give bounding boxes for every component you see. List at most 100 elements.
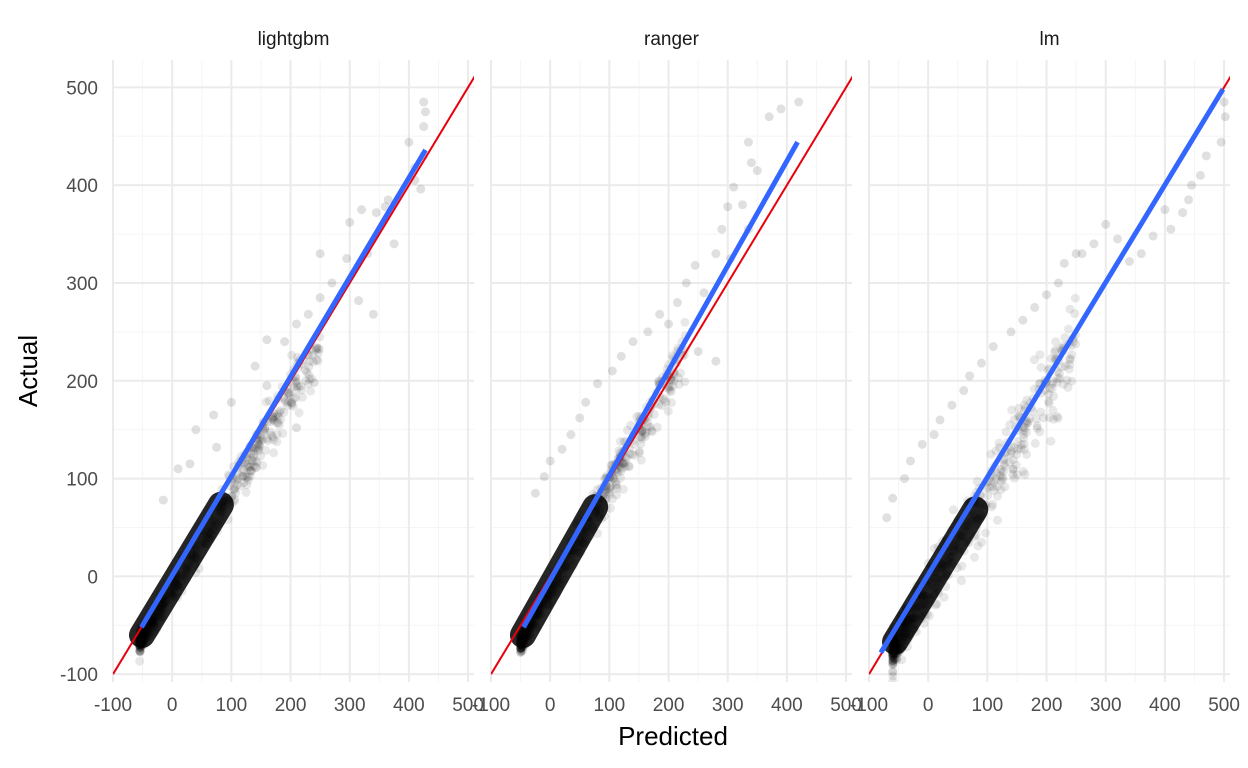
data-point: [1007, 405, 1017, 415]
data-point: [1053, 374, 1063, 384]
outlier-points: [882, 97, 1230, 523]
data-point: [301, 376, 311, 386]
data-point: [242, 480, 252, 490]
x-tick-label: 100: [594, 695, 626, 716]
data-point: [248, 456, 258, 466]
data-point: [1008, 469, 1018, 479]
data-point: [291, 378, 301, 388]
outlier-points: [158, 97, 430, 505]
data-point: [261, 397, 271, 407]
data-point: [965, 371, 975, 381]
data-point: [626, 420, 635, 430]
data-point: [634, 448, 644, 458]
data-point: [1021, 427, 1031, 437]
point-cloud-core: [128, 491, 234, 649]
data-point: [253, 442, 263, 452]
data-point: [1071, 339, 1081, 349]
y-axis: -100 0 100 200 300 400 500: [60, 78, 98, 686]
data-point: [1035, 350, 1045, 360]
data-point: [1019, 433, 1029, 443]
data-point: [243, 455, 253, 465]
data-point: [657, 401, 667, 411]
data-point: [640, 432, 650, 441]
data-point: [1009, 473, 1019, 483]
data-point: [289, 382, 299, 392]
data-point: [304, 370, 314, 380]
x-tick-label: 500: [452, 695, 484, 716]
data-point: [287, 399, 297, 409]
data-point: [645, 422, 655, 432]
data-point: [291, 393, 301, 403]
data-point: [988, 500, 998, 509]
data-point: [636, 455, 646, 465]
data-point: [557, 444, 567, 454]
data-point: [274, 420, 284, 430]
data-point: [419, 97, 429, 107]
data-point: [1077, 249, 1087, 259]
data-point: [516, 646, 526, 656]
data-point: [1220, 112, 1230, 122]
facet-label-ranger: ranger: [644, 29, 700, 50]
data-point: [1052, 378, 1062, 387]
data-point: [1047, 379, 1057, 389]
data-point: [1044, 389, 1054, 399]
data-point: [1022, 395, 1032, 405]
data-point: [738, 200, 748, 210]
data-point: [607, 366, 617, 376]
data-point: [357, 205, 367, 215]
data-point: [1050, 347, 1060, 357]
data-point: [226, 397, 236, 407]
data-point: [666, 398, 676, 408]
data-point: [643, 327, 653, 337]
data-point: [917, 439, 927, 449]
data-point: [1019, 439, 1029, 449]
data-point: [1009, 415, 1019, 425]
data-point: [996, 485, 1006, 495]
data-point: [1011, 460, 1021, 470]
data-point: [315, 249, 325, 259]
data-point: [658, 393, 668, 403]
panels-layer: lightgbm -100 0 100 200 300 400 500 ranger -100 0 1…: [94, 29, 1240, 716]
data-point: [158, 495, 168, 505]
data-point: [230, 483, 240, 493]
data-point: [294, 408, 304, 418]
data-point: [269, 448, 279, 458]
data-point: [882, 513, 892, 523]
data-point: [313, 356, 323, 366]
data-point: [897, 655, 907, 665]
data-point: [939, 592, 949, 602]
data-point: [665, 385, 675, 395]
data-point: [888, 659, 898, 669]
data-point: [669, 376, 679, 386]
data-point: [232, 475, 242, 485]
data-point: [312, 342, 322, 352]
data-point: [575, 413, 585, 423]
x-tick-label: 400: [393, 695, 425, 716]
x-tick-label: 100: [216, 695, 248, 716]
data-point: [1178, 208, 1188, 218]
data-point: [284, 388, 294, 398]
data-point: [1044, 396, 1054, 406]
data-point: [276, 415, 286, 425]
data-point: [263, 436, 273, 446]
data-point: [655, 309, 665, 319]
data-point: [241, 487, 251, 497]
data-point: [625, 449, 635, 459]
data-point: [135, 645, 145, 655]
data-point: [1045, 383, 1055, 393]
data-point: [383, 195, 393, 205]
data-point: [239, 478, 249, 488]
x-tick-label: 0: [167, 695, 178, 716]
data-point: [1049, 391, 1059, 401]
data-point: [1070, 309, 1080, 319]
data-point: [253, 439, 263, 449]
data-point: [368, 309, 378, 319]
data-point: [209, 410, 219, 420]
data-point: [1014, 403, 1024, 413]
data-point: [661, 397, 671, 407]
data-point: [135, 647, 145, 656]
data-point: [620, 458, 630, 468]
data-point: [616, 473, 625, 483]
data-point: [296, 381, 306, 391]
data-point: [246, 466, 256, 476]
